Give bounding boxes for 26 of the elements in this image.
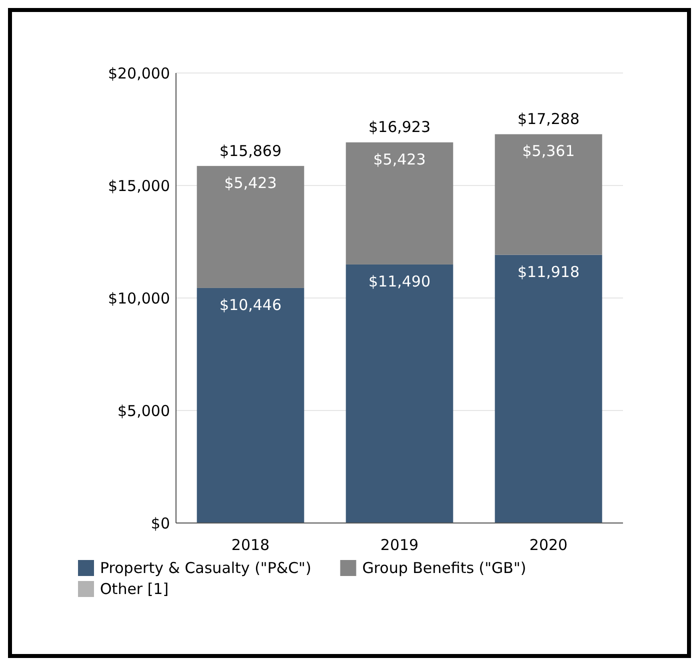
total-label: $15,869 bbox=[219, 142, 282, 160]
bar bbox=[196, 288, 304, 523]
data-label: $5,423 bbox=[224, 174, 277, 192]
x-tick-label: 2018 bbox=[231, 536, 270, 554]
bar bbox=[346, 142, 454, 264]
y-tick-label: $15,000 bbox=[108, 176, 170, 195]
total-label: $17,288 bbox=[517, 110, 580, 128]
y-tick-label: $5,000 bbox=[118, 402, 170, 420]
x-tick-label: 2020 bbox=[529, 536, 568, 554]
y-tick-label: $10,000 bbox=[108, 289, 170, 308]
bar bbox=[346, 264, 454, 523]
bar bbox=[196, 166, 304, 288]
data-label: $5,423 bbox=[373, 150, 426, 168]
x-tick-label: 2019 bbox=[380, 536, 419, 554]
legend-label: Property & Casualty ("P&C") bbox=[100, 559, 312, 577]
data-label: $11,918 bbox=[517, 262, 580, 281]
y-tick-label: $0 bbox=[150, 514, 170, 532]
data-label: $11,490 bbox=[368, 272, 431, 290]
bar bbox=[494, 254, 602, 523]
data-label: $5,361 bbox=[522, 142, 575, 160]
data-label: $10,446 bbox=[219, 296, 282, 314]
y-tick-label: $20,000 bbox=[108, 64, 170, 82]
legend-label: Group Benefits ("GB") bbox=[362, 559, 526, 577]
bar bbox=[494, 134, 602, 255]
legend-label: Other [1] bbox=[100, 580, 169, 598]
total-label: $16,923 bbox=[368, 118, 431, 136]
